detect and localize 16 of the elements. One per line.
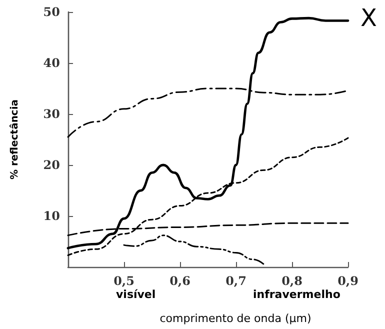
text: infravermelho bbox=[253, 288, 341, 301]
y-tick-label: 50 bbox=[43, 5, 60, 19]
y-axis-title: % reflectância bbox=[10, 99, 20, 180]
x-tick-label: 0,8 bbox=[282, 274, 302, 288]
x-tick-label: 0,7 bbox=[226, 274, 246, 288]
x-tick-label: 0,9 bbox=[338, 274, 358, 288]
y-tick-label: 20 bbox=[43, 158, 60, 172]
y-tick-label: 40 bbox=[43, 56, 60, 70]
x-tick-label: 0,6 bbox=[170, 274, 190, 288]
text: visível bbox=[116, 288, 156, 301]
x-axis-title: comprimento de onda (μm) bbox=[160, 312, 312, 325]
y-tick-label: 10 bbox=[43, 209, 60, 223]
line-series bbox=[123, 234, 265, 266]
x-tick-label: 0,5 bbox=[114, 274, 134, 288]
y-tick-label: 30 bbox=[43, 107, 60, 121]
text: X bbox=[360, 4, 378, 32]
